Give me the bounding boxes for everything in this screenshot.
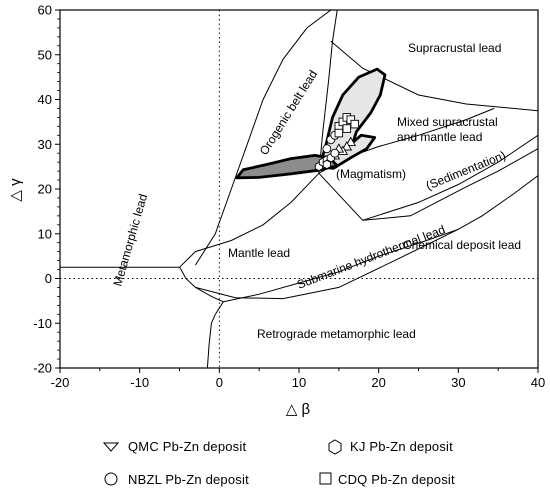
x-tick-label: 10 — [292, 375, 306, 390]
legend: QMC Pb-Zn deposit KJ Pb-Zn deposit NBZL … — [102, 439, 455, 487]
y-tick-label: 60 — [38, 3, 52, 18]
field-labels: Supracrustal lead Orogenic belt lead Mix… — [110, 41, 521, 341]
label-magmatism: (Magmatism) — [336, 167, 406, 181]
plot-frame — [59, 9, 539, 369]
label-supracrustal: Supracrustal lead — [408, 41, 501, 55]
legend-label-nbzl: NBZL Pb-Zn deposit — [128, 472, 249, 487]
boundary-mantle-upper — [179, 172, 320, 268]
y-tick-label: 10 — [38, 226, 52, 241]
label-mixed-line1: Mixed supracrustal — [397, 115, 498, 129]
y-tick-label: 30 — [38, 137, 52, 152]
field-boundaries — [60, 10, 538, 368]
legend-label-cdq: CDQ Pb-Zn deposit — [338, 472, 455, 487]
label-retrograde: Retrograde metamorphic lead — [257, 327, 416, 341]
legend-marker-circle — [104, 472, 118, 486]
zero-reference-lines — [60, 10, 538, 368]
label-metamorphic: Metamorphic lead — [110, 192, 150, 288]
boundary-supracrustal — [330, 40, 538, 112]
y-tick-label: 50 — [38, 47, 52, 62]
legend-item-kj: KJ Pb-Zn deposit — [328, 439, 453, 455]
boundary-mantle-left — [179, 267, 182, 270]
x-axis-title: △ β — [286, 401, 311, 418]
axis-ticks: -20 -10 0 10 20 30 40 -20 -10 0 10 20 30 40 50 60 — [33, 3, 545, 391]
legend-marker-square — [319, 472, 332, 485]
boundary-orogenic-right — [318, 10, 338, 174]
y-tick-label: 40 — [38, 92, 52, 107]
label-mixed-line2: and mantle lead — [397, 130, 482, 144]
legend-label-kj: KJ Pb-Zn deposit — [350, 439, 453, 454]
boundary-mantle-lower — [180, 269, 224, 303]
legend-marker-triangle — [102, 442, 120, 452]
x-tick-label: -10 — [130, 375, 149, 390]
boundary-retrograde-right — [195, 228, 459, 300]
y-tick-label: 20 — [38, 182, 52, 197]
point-hexagon — [322, 159, 331, 170]
point-circle — [330, 148, 340, 158]
point-triangle — [341, 141, 353, 151]
legend-item-qmc: QMC Pb-Zn deposit — [102, 439, 246, 454]
legend-item-cdq: CDQ Pb-Zn deposit — [319, 472, 455, 487]
label-mantle: Mantle lead — [228, 246, 290, 260]
boundary-submarine-upper — [362, 134, 538, 221]
x-tick-label: 0 — [216, 375, 223, 390]
point-triangle — [345, 136, 357, 146]
point-circle — [322, 144, 332, 154]
boundary-retrograde-left — [206, 301, 224, 368]
x-tick-label: 30 — [451, 375, 465, 390]
boundary-orogenic-left — [194, 10, 332, 266]
legend-marker-hexagon — [328, 439, 342, 455]
data-points — [314, 113, 360, 172]
legend-label-qmc: QMC Pb-Zn deposit — [128, 439, 246, 454]
y-axis-title: △ γ — [7, 178, 24, 202]
y-tick-label: -10 — [33, 316, 52, 331]
legend-item-nbzl: NBZL Pb-Zn deposit — [104, 472, 249, 487]
label-sedimentation: (Sedimentation) — [424, 148, 508, 193]
x-tick-label: -20 — [51, 375, 70, 390]
boundary-sedimentation — [318, 172, 364, 221]
x-tick-label: 20 — [371, 375, 385, 390]
point-square — [342, 124, 352, 133]
label-submarine: Submarine hydrothermal lead — [295, 222, 447, 291]
x-tick-label: 40 — [531, 375, 545, 390]
boundary-chemical — [362, 148, 538, 221]
point-square — [350, 119, 360, 129]
y-tick-label: 0 — [45, 271, 52, 286]
label-chemical: Chemical deposit lead — [403, 238, 521, 252]
label-orogenic: Orogenic belt lead — [257, 68, 320, 158]
y-tick-label: -20 — [33, 361, 52, 376]
boundary-submarine-lower — [223, 175, 538, 303]
point-square — [334, 128, 344, 138]
